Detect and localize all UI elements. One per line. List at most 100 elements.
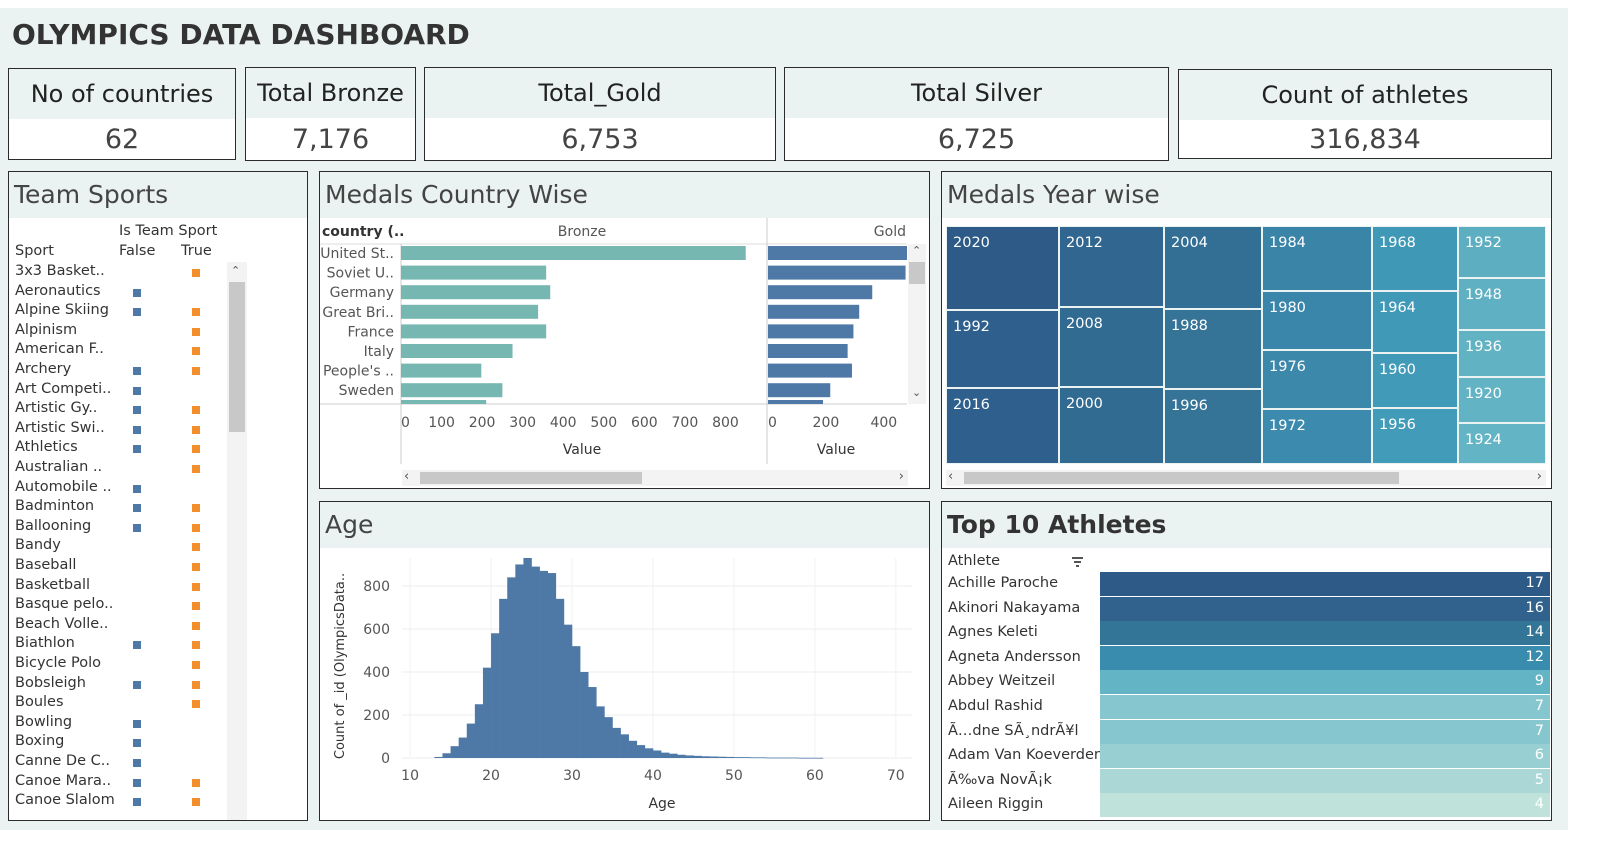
true-marker[interactable] [192, 406, 200, 415]
athlete-name[interactable]: Ã…dne SÃ¸ndrÃ¥l [948, 722, 1079, 739]
treemap-cell[interactable]: 2016 [946, 388, 1059, 464]
false-marker[interactable] [133, 445, 141, 454]
sport-label[interactable]: Canne De C.. [15, 753, 110, 769]
true-marker[interactable] [192, 425, 200, 434]
country-vscroll[interactable]: ⌃ ⌄ [908, 244, 926, 404]
treemap-cell[interactable]: 1992 [946, 310, 1059, 388]
treemap-cell[interactable]: 2004 [1164, 226, 1262, 309]
treemap-cell[interactable]: 1996 [1164, 389, 1262, 464]
false-marker[interactable] [133, 425, 141, 434]
treemap-cell[interactable]: 1980 [1262, 291, 1372, 350]
treemap-cell[interactable]: 1964 [1372, 291, 1458, 353]
athlete-name[interactable]: Aileen Riggin [948, 796, 1044, 813]
athlete-medal-cell[interactable]: 16 [1100, 596, 1550, 621]
treemap-cell[interactable]: 1972 [1262, 409, 1372, 464]
false-marker[interactable] [133, 367, 141, 375]
treemap-cell[interactable]: 2012 [1059, 226, 1164, 307]
kpi-athletes[interactable]: Count of athletes 316,834 [1178, 69, 1552, 159]
sport-label[interactable]: Boxing [15, 733, 65, 750]
athlete-name[interactable]: Adam Van Koeverden [948, 747, 1104, 764]
false-marker[interactable] [133, 778, 141, 787]
sport-label[interactable]: Bowling [15, 713, 73, 730]
sport-label[interactable]: Canoe Slalom [15, 792, 115, 809]
athlete-name[interactable]: Abdul Rashid [948, 698, 1043, 714]
true-marker[interactable] [192, 563, 200, 571]
sport-label[interactable]: Beach Volle.. [15, 615, 109, 632]
sport-label[interactable]: Alpinism [15, 321, 78, 338]
treemap-cell[interactable]: 1968 [1372, 226, 1458, 291]
athlete-name[interactable]: Abbey Weitzeil [948, 673, 1056, 690]
true-marker[interactable] [192, 582, 200, 591]
country-hscroll[interactable]: ‹ › [402, 469, 908, 486]
treemap-cell[interactable]: 1948 [1458, 278, 1546, 330]
true-marker[interactable] [192, 543, 200, 552]
scroll-right-icon[interactable]: › [1536, 469, 1542, 484]
false-marker[interactable] [133, 759, 141, 767]
sport-label[interactable]: Baseball [15, 557, 77, 573]
scroll-left-icon[interactable]: ‹ [948, 469, 954, 484]
scroll-thumb[interactable] [909, 262, 925, 284]
true-marker[interactable] [192, 680, 200, 689]
athlete-medal-cell[interactable]: 4 [1100, 793, 1550, 818]
athlete-medal-cell[interactable]: 12 [1100, 645, 1550, 670]
sport-label[interactable]: Bobsleigh [15, 674, 86, 691]
true-marker[interactable] [192, 367, 200, 375]
false-marker[interactable] [133, 484, 141, 493]
false-marker[interactable] [133, 386, 141, 395]
sport-label[interactable]: Basque pelo.. [15, 596, 114, 613]
false-marker[interactable] [133, 406, 141, 415]
athlete-medal-cell[interactable]: 5 [1100, 768, 1550, 793]
athlete-medal-cell[interactable]: 7 [1100, 695, 1550, 719]
treemap-cell[interactable]: 2020 [946, 226, 1059, 310]
false-marker[interactable] [133, 719, 141, 728]
false-marker[interactable] [133, 523, 141, 532]
treemap-cell[interactable]: 1976 [1262, 350, 1372, 409]
true-marker[interactable] [192, 621, 200, 630]
sport-label[interactable]: Archery [15, 361, 72, 377]
treemap-cell[interactable]: 1984 [1262, 226, 1372, 291]
sort-icon[interactable] [1072, 556, 1084, 567]
false-marker[interactable] [133, 641, 141, 650]
scroll-up-icon[interactable]: ⌃ [912, 244, 922, 257]
scroll-up-icon[interactable]: ⌃ [231, 264, 241, 277]
scroll-down-icon[interactable]: ⌄ [912, 386, 922, 399]
kpi-bronze[interactable]: Total Bronze 7,176 [245, 67, 416, 161]
true-marker[interactable] [192, 504, 200, 513]
athlete-col-header[interactable]: Athlete [948, 553, 1001, 569]
treemap-cell[interactable]: 1920 [1458, 377, 1546, 423]
true-marker[interactable] [192, 308, 200, 317]
true-marker[interactable] [192, 465, 200, 473]
treemap-cell[interactable]: 1936 [1458, 330, 1546, 377]
treemap-cell[interactable]: 1952 [1458, 226, 1546, 278]
sport-label[interactable]: Automobile .. [15, 478, 112, 495]
sport-label[interactable]: Bicycle Polo [15, 655, 102, 671]
treemap-cell[interactable]: 1988 [1164, 309, 1262, 389]
sport-label[interactable]: Ballooning [15, 517, 92, 534]
false-marker[interactable] [133, 504, 141, 513]
sport-label[interactable]: Badminton [15, 498, 95, 515]
kpi-gold[interactable]: Total_Gold 6,753 [424, 67, 776, 161]
athlete-name[interactable]: Achille Paroche [948, 575, 1059, 591]
true-marker[interactable] [192, 445, 200, 454]
sport-label[interactable]: Bandy [15, 537, 61, 554]
sports-scrollbar[interactable]: ⌃ [227, 262, 247, 820]
kpi-countries[interactable]: No of countries 62 [8, 68, 236, 160]
false-marker[interactable] [133, 798, 141, 807]
false-marker[interactable] [133, 739, 141, 748]
true-marker[interactable] [192, 347, 200, 356]
athlete-medal-cell[interactable]: 14 [1100, 621, 1550, 646]
kpi-silver[interactable]: Total Silver 6,725 [784, 67, 1169, 161]
sport-label[interactable]: Boules [15, 694, 64, 711]
scroll-right-icon[interactable]: › [898, 469, 904, 484]
treemap-cell[interactable]: 2008 [1059, 307, 1164, 387]
true-marker[interactable] [192, 269, 200, 277]
treemap-cell[interactable]: 1956 [1372, 408, 1458, 464]
athlete-name[interactable]: Agneta Andersson [948, 648, 1081, 665]
sport-label[interactable]: Basketball [15, 576, 91, 593]
treemap-cell[interactable]: 1960 [1372, 353, 1458, 408]
sport-label[interactable]: Alpine Skiing [15, 302, 109, 319]
sport-label[interactable]: Aeronautics [15, 282, 101, 299]
sport-label[interactable]: Canoe Mara.. [15, 772, 112, 789]
athlete-medal-cell[interactable]: 7 [1100, 719, 1550, 744]
sport-label[interactable]: Biathlon [15, 635, 75, 652]
